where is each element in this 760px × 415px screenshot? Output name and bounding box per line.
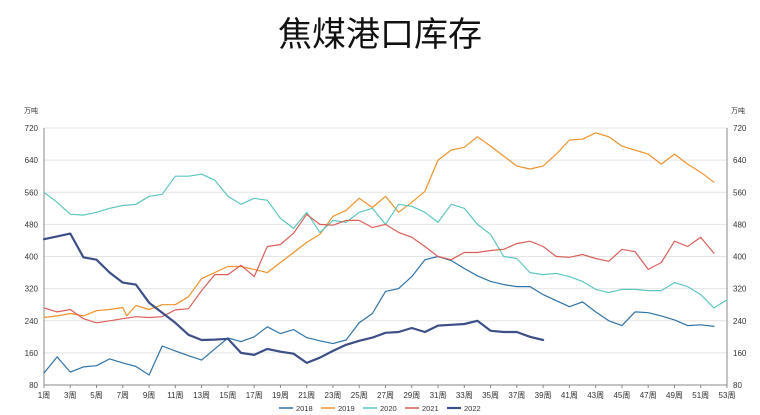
x-tick-label: 9周	[143, 391, 155, 400]
x-tick-label: 23周	[325, 391, 342, 400]
x-tick-label: 37周	[508, 391, 525, 400]
x-tick-label: 19周	[272, 391, 289, 400]
x-tick-label: 51周	[692, 391, 709, 400]
y-tick-label-right: 320	[733, 285, 747, 294]
y-tick-label-left: 400	[25, 253, 39, 262]
x-tick-label: 1周	[38, 391, 50, 400]
x-tick-label: 21周	[298, 391, 315, 400]
y-tick-label-left: 320	[25, 285, 39, 294]
x-tick-label: 25周	[351, 391, 368, 400]
x-tick-label: 29周	[403, 391, 420, 400]
y-tick-label-right: 560	[733, 188, 747, 197]
series-line-2019	[43, 132, 715, 319]
chart-title: 焦煤港口库存	[278, 15, 482, 55]
x-tick-label: 53周	[719, 391, 736, 400]
y-axis-right-unit: 万吨	[731, 106, 745, 115]
x-tick-label: 41周	[561, 391, 578, 400]
x-tick-label: 35周	[482, 391, 499, 400]
legend-label-2020: 2020	[380, 404, 397, 413]
x-tick-label: 39周	[535, 391, 552, 400]
y-tick-label-left: 80	[29, 381, 38, 390]
x-tick-label: 27周	[377, 391, 394, 400]
y-axis-left-unit: 万吨	[24, 106, 38, 115]
y-tick-label-right: 240	[733, 317, 747, 326]
y-tick-label-left: 240	[25, 317, 39, 326]
x-tick-label: 43周	[587, 391, 604, 400]
legend-label-2021: 2021	[422, 404, 439, 413]
y-tick-label-left: 160	[25, 349, 39, 358]
y-tick-label-right: 720	[733, 124, 747, 133]
x-tick-label: 7周	[117, 391, 129, 400]
x-tick-label: 5周	[90, 391, 102, 400]
series-line-2018	[43, 255, 715, 376]
series-line-2020	[43, 173, 728, 309]
axes: 80 80 160 160 240 240 320 320 400 400 480 480 560 560…	[24, 106, 747, 400]
grid	[44, 127, 727, 386]
x-tick-label: 33周	[456, 391, 473, 400]
y-tick-label-left: 640	[25, 156, 39, 165]
x-tick-label: 47周	[640, 391, 657, 400]
x-tick-label: 3周	[64, 391, 76, 400]
x-tick-label: 11周	[167, 391, 183, 400]
legend-label-2019: 2019	[338, 404, 355, 413]
y-tick-label-right: 480	[733, 220, 747, 229]
legend: 2018 2019 2020 2021 2022	[279, 404, 481, 413]
legend-label-2022: 2022	[464, 404, 481, 413]
series-line-2022	[42, 232, 545, 364]
series-lines	[42, 132, 728, 376]
y-tick-label-right: 400	[733, 253, 747, 262]
x-tick-label: 13周	[193, 391, 210, 400]
y-tick-label-right: 80	[733, 381, 742, 390]
legend-label-2018: 2018	[296, 404, 313, 413]
y-tick-label-left: 480	[25, 220, 39, 229]
x-tick-label: 17周	[246, 391, 263, 400]
y-tick-label-left: 720	[25, 124, 39, 133]
x-tick-label: 15周	[219, 391, 236, 400]
x-tick-label: 45周	[613, 391, 630, 400]
x-tick-label: 31周	[430, 391, 447, 400]
x-tick-label: 49周	[666, 391, 683, 400]
y-tick-label-right: 640	[733, 156, 747, 165]
y-tick-label-left: 560	[25, 188, 39, 197]
series-line-2021	[43, 213, 715, 324]
y-tick-label-right: 160	[733, 349, 747, 358]
